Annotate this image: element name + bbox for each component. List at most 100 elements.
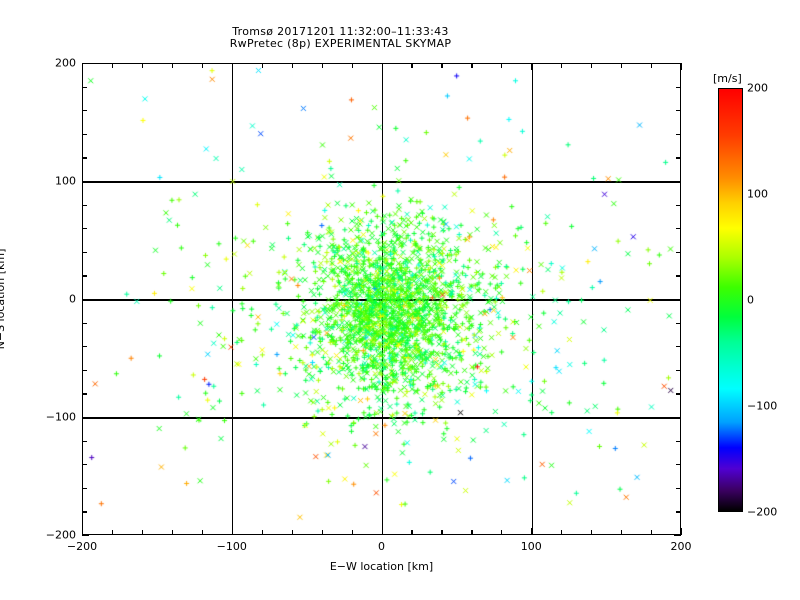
gridline-horizontal [83, 181, 680, 183]
colorbar-unit-label: [m/s] [713, 72, 742, 85]
y-major-tick [82, 63, 89, 65]
y-minor-tick [82, 228, 87, 230]
y-tick-label: 0 [69, 292, 76, 306]
y-minor-tick [82, 86, 87, 88]
y-minor-tick [82, 346, 87, 348]
y-minor-tick-right [676, 86, 681, 88]
x-minor-tick [351, 530, 353, 535]
x-major-tick-top [681, 63, 683, 70]
x-minor-tick [561, 530, 563, 535]
y-tick-label: −100 [45, 410, 76, 424]
y-major-tick-right [674, 417, 681, 419]
x-minor-tick-top [171, 63, 174, 68]
x-minor-tick [141, 530, 144, 535]
x-major-tick [531, 528, 533, 535]
chart-title: Tromsø 20171201 11:32:00–11:33:43 [232, 25, 449, 38]
x-minor-tick-top [471, 63, 473, 68]
chart-subtitle: RwPretec (8p) EXPERIMENTAL SKYMAP [229, 37, 452, 50]
x-minor-tick [501, 530, 503, 535]
gridline-horizontal [83, 299, 680, 301]
y-major-tick [82, 299, 89, 301]
y-minor-tick [82, 464, 87, 466]
x-major-tick-top [82, 63, 84, 70]
x-minor-tick [471, 530, 473, 535]
colorbar-tick-label: −200 [747, 505, 778, 519]
gridline-horizontal [83, 417, 680, 419]
y-minor-tick-right [676, 393, 681, 395]
y-minor-tick-right [676, 440, 681, 442]
x-tick-label: −200 [66, 540, 98, 553]
y-minor-tick-right [676, 228, 681, 230]
x-tick-label: 100 [520, 540, 542, 553]
y-major-tick [82, 181, 89, 183]
colorbar-tick-label: 100 [747, 187, 768, 201]
x-axis-label: E−W location [km] [329, 560, 434, 573]
y-major-tick [82, 535, 89, 537]
x-minor-tick [291, 530, 293, 535]
x-minor-tick [201, 530, 203, 535]
x-minor-tick-top [411, 63, 413, 68]
y-major-tick-right [674, 299, 681, 301]
y-minor-tick [82, 204, 87, 206]
y-minor-tick [82, 511, 87, 513]
y-minor-tick-right [676, 487, 681, 489]
x-minor-tick [621, 530, 623, 535]
y-minor-tick [82, 133, 87, 135]
y-axis-label: N−S location [km] [0, 248, 7, 350]
y-major-tick [82, 417, 89, 419]
y-minor-tick-right [676, 322, 681, 324]
x-minor-tick-top [291, 63, 293, 68]
y-minor-tick-right [676, 204, 681, 206]
y-major-tick-right [674, 535, 681, 537]
x-minor-tick-top [591, 63, 593, 68]
x-major-tick [381, 528, 383, 535]
x-minor-tick [321, 530, 323, 535]
y-minor-tick [82, 251, 87, 253]
x-minor-tick [591, 530, 593, 535]
y-minor-tick-right [676, 511, 681, 513]
x-major-tick-top [531, 63, 533, 70]
x-major-tick-top [231, 63, 233, 70]
x-minor-tick [651, 530, 653, 535]
y-minor-tick [82, 393, 87, 395]
y-minor-tick-right [676, 110, 681, 112]
x-tick-label: −100 [216, 540, 247, 553]
x-minor-tick [171, 530, 174, 535]
x-minor-tick-top [351, 63, 353, 68]
y-minor-tick [82, 369, 87, 371]
x-minor-tick-top [111, 63, 114, 68]
x-minor-tick-top [201, 63, 203, 68]
x-minor-tick-top [561, 63, 563, 68]
x-minor-tick [111, 530, 114, 535]
x-minor-tick-top [441, 63, 443, 68]
y-minor-tick [82, 322, 87, 324]
y-minor-tick [82, 487, 87, 489]
y-tick-label: −200 [45, 528, 76, 542]
x-minor-tick-top [501, 63, 503, 68]
y-minor-tick-right [676, 369, 681, 371]
colorbar [718, 88, 743, 512]
y-tick-label: 100 [55, 174, 76, 188]
y-minor-tick-right [676, 133, 681, 135]
x-minor-tick [411, 530, 413, 535]
y-major-tick-right [674, 63, 681, 65]
y-minor-tick-right [676, 275, 681, 277]
colorbar-tick-label: −100 [747, 399, 778, 413]
x-tick-label: 0 [378, 540, 385, 553]
y-minor-tick-right [676, 464, 681, 466]
colorbar-tick-label: 200 [747, 81, 768, 95]
plot-axes-frame [82, 63, 681, 535]
x-minor-tick-top [621, 63, 623, 68]
x-minor-tick-top [261, 63, 263, 68]
y-tick-label: 200 [55, 56, 76, 70]
y-major-tick-right [674, 181, 681, 183]
y-minor-tick-right [676, 346, 681, 348]
y-minor-tick-right [676, 251, 681, 253]
x-minor-tick [441, 530, 443, 535]
x-major-tick-top [381, 63, 383, 70]
y-minor-tick-right [676, 157, 681, 159]
colorbar-tick-label: 0 [747, 293, 754, 307]
y-minor-tick [82, 157, 87, 159]
x-major-tick [681, 528, 683, 535]
